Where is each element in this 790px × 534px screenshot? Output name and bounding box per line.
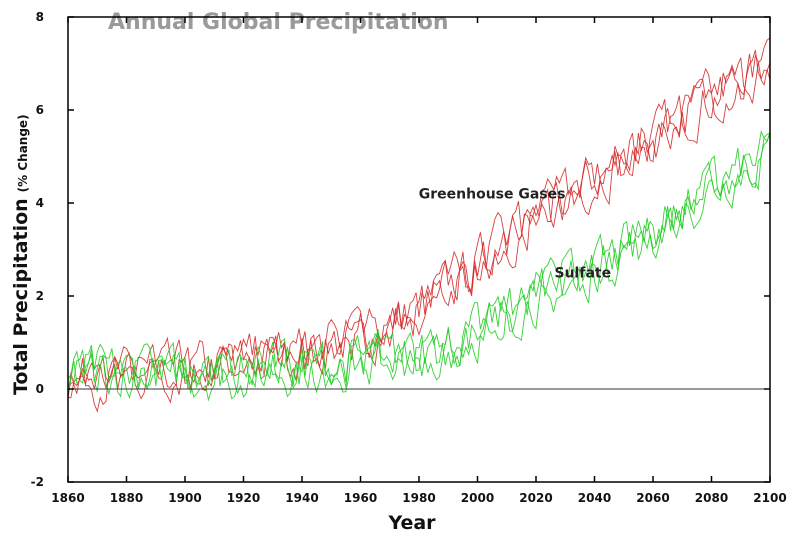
y-tick-label: 8	[36, 10, 44, 24]
x-tick-label: 2080	[695, 491, 728, 505]
series-line	[67, 132, 771, 398]
x-tick-label: 2060	[636, 491, 669, 505]
y-axis-label-text: Total Precipitation	[10, 198, 32, 395]
x-tick-label: 1900	[168, 491, 201, 505]
x-tick-label: 2020	[519, 491, 552, 505]
y-tick-label: 4	[36, 196, 44, 210]
x-tick-label: 2100	[753, 491, 786, 505]
x-tick-label: 1960	[344, 491, 377, 505]
chart-title: Annual Global Precipitation	[108, 10, 449, 35]
label-layer: Greenhouse Gases Sulfate	[419, 186, 611, 281]
y-axis-label: Total Precipitation (% Change)	[10, 114, 32, 395]
y-axis-label-unit: (% Change)	[16, 114, 30, 192]
series-line	[67, 53, 771, 401]
y-tick-label: 6	[36, 103, 44, 117]
series-1	[67, 130, 771, 402]
y-tick-label: -2	[31, 475, 44, 489]
series-line	[67, 131, 771, 402]
x-tick-label: 1940	[285, 491, 318, 505]
axes-layer: 1860 1880 1900 1920 1940 1960 1980 2000 2020 2040…	[31, 10, 787, 505]
series-layer	[67, 37, 771, 413]
x-tick-label: 1920	[227, 491, 260, 505]
series-label: Sulfate	[555, 265, 612, 281]
x-tick-label: 1860	[51, 491, 84, 505]
x-tick-label: 1880	[110, 491, 143, 505]
series-line	[67, 37, 771, 413]
x-tick-label: 2040	[578, 491, 611, 505]
plot-frame	[67, 16, 771, 483]
x-tick-label: 2000	[461, 491, 494, 505]
y-tick-label: 0	[36, 382, 44, 396]
series-line	[67, 130, 771, 400]
x-axis-label: Year	[387, 512, 436, 534]
series-label: Greenhouse Gases	[419, 186, 566, 202]
y-tick-label: 2	[36, 289, 44, 303]
x-tick-label: 1980	[402, 491, 435, 505]
